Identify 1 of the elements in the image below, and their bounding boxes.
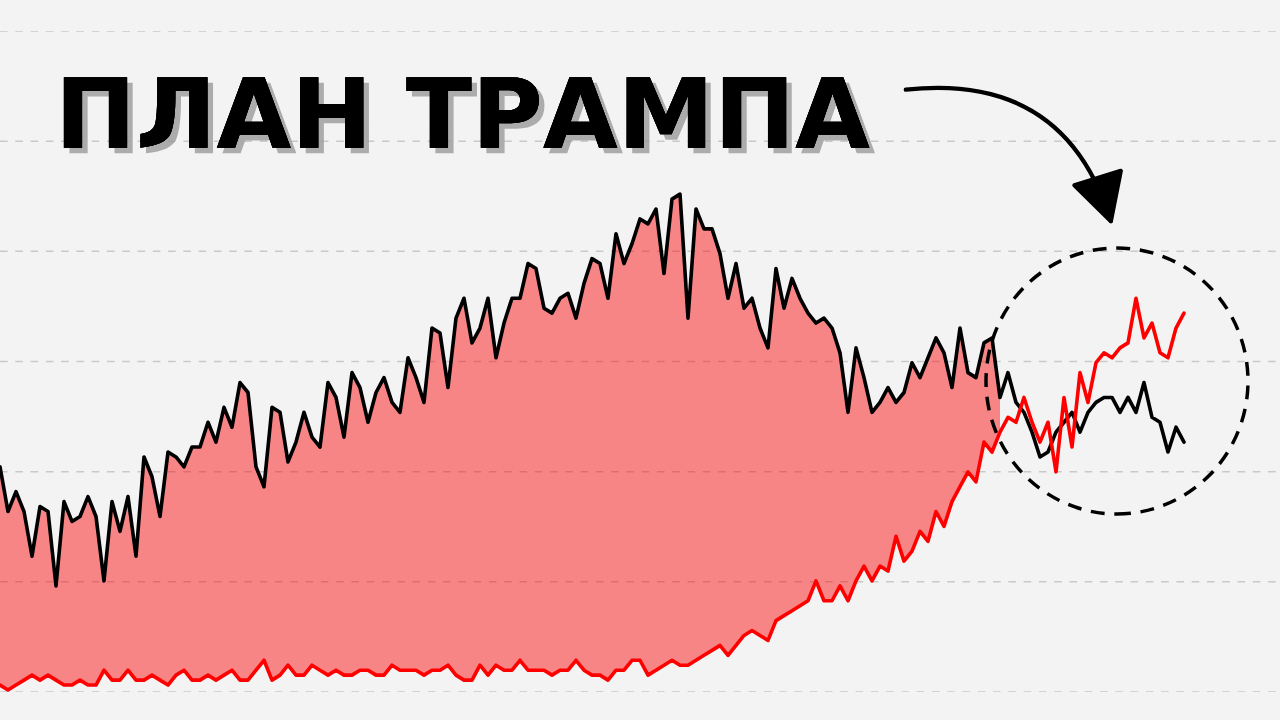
chart-title: ПЛАН ТРАМПА bbox=[63, 77, 876, 154]
